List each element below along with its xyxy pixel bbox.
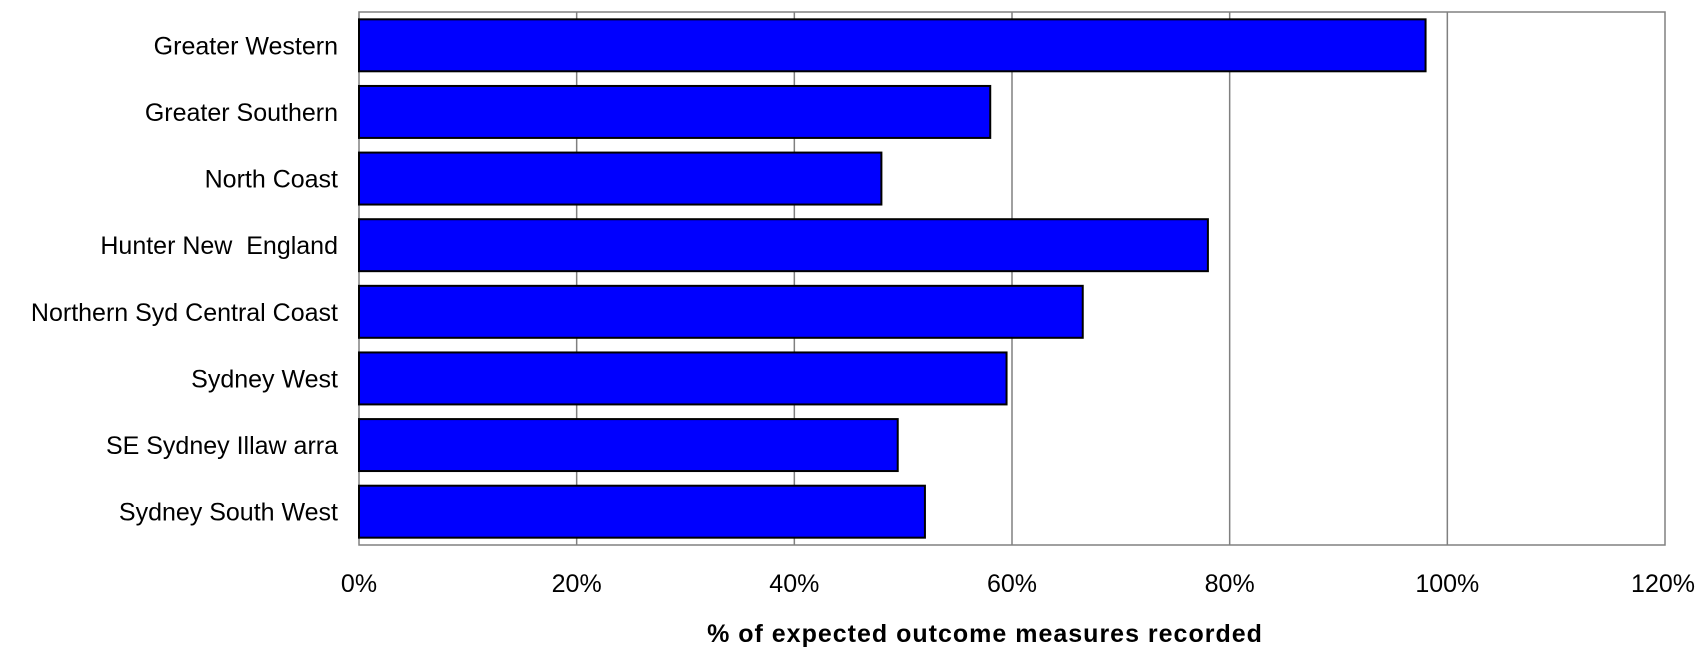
x-tick-label: 0% bbox=[341, 570, 377, 598]
bar bbox=[358, 284, 1084, 339]
bar bbox=[358, 351, 1008, 406]
x-tick-label: 20% bbox=[552, 570, 602, 598]
bar bbox=[358, 18, 1427, 73]
bar bbox=[358, 484, 926, 539]
x-tick-label: 60% bbox=[987, 570, 1037, 598]
plot-area-frame bbox=[358, 11, 1666, 546]
category-label: Sydney South West bbox=[119, 499, 338, 527]
category-label: North Coast bbox=[205, 166, 338, 194]
category-label: Greater Southern bbox=[145, 99, 338, 127]
x-axis-title: % of expected outcome measures recorded bbox=[707, 620, 1263, 648]
bar bbox=[358, 84, 992, 139]
x-tick-label: 100% bbox=[1415, 570, 1479, 598]
bar bbox=[358, 218, 1209, 273]
category-label: SE Sydney Illaw arra bbox=[106, 432, 338, 460]
category-label: Northern Syd Central Coast bbox=[31, 299, 338, 327]
bars bbox=[358, 18, 1427, 539]
category-label: Greater Western bbox=[154, 32, 338, 60]
x-tick-labels: 0% 20% 40% 60% 80% 100% 120% bbox=[341, 570, 1695, 598]
category-label: Hunter New England bbox=[100, 232, 338, 260]
x-tick-label: 40% bbox=[769, 570, 819, 598]
x-tick-label: 120% bbox=[1631, 570, 1695, 598]
bar bbox=[358, 151, 883, 206]
bar bbox=[358, 418, 899, 473]
x-tick-label: 80% bbox=[1205, 570, 1255, 598]
category-labels: Greater Western Greater Southern North Coa… bbox=[31, 32, 338, 526]
category-label: Sydney West bbox=[191, 365, 338, 393]
